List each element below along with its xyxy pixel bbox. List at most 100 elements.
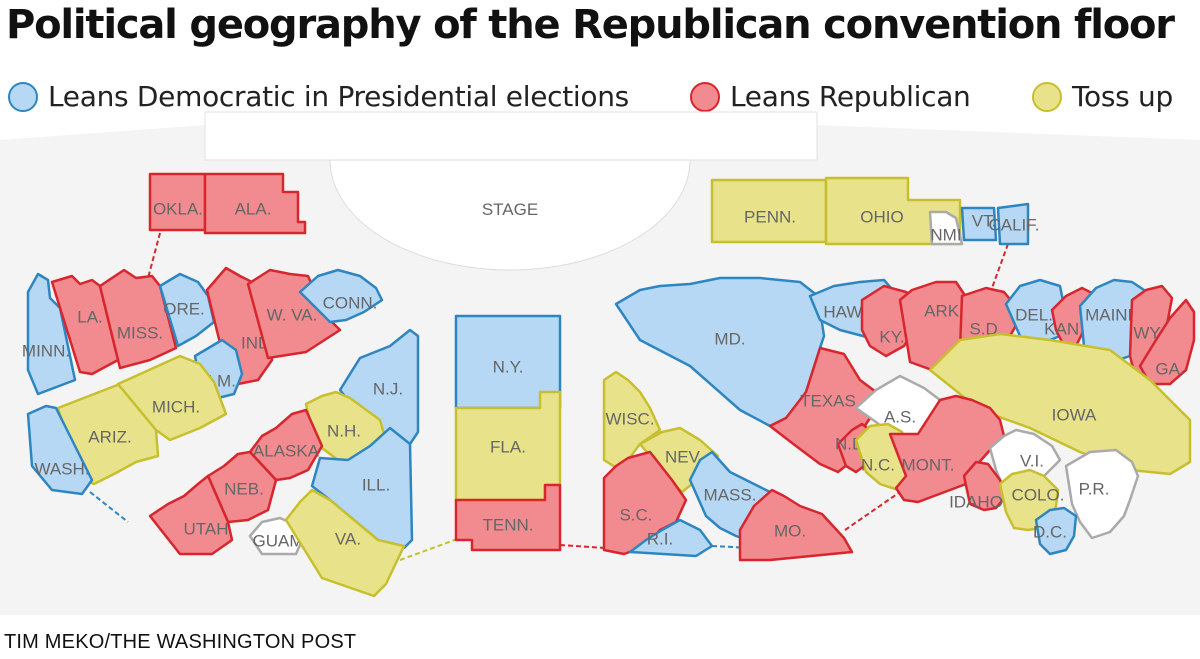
delegation-label-ohio: OHIO bbox=[860, 207, 903, 226]
legend-label-toss-up: Toss up bbox=[1072, 80, 1173, 113]
delegation-mich: MICH. bbox=[116, 354, 228, 442]
delegation-label-okla: OKLA. bbox=[153, 199, 203, 218]
delegation-label-nev: NEV. bbox=[665, 447, 703, 466]
delegation-block-d-c bbox=[1034, 506, 1078, 556]
delegation-label-tenn: TENN. bbox=[483, 515, 534, 534]
delegation-label-d-c: D.C. bbox=[1033, 522, 1067, 541]
delegation-label-iowa: IOWA bbox=[1052, 405, 1097, 424]
delegation-block-mo bbox=[738, 488, 854, 562]
delegation-block-ga bbox=[1138, 298, 1196, 386]
delegation-okla: OKLA. bbox=[148, 172, 207, 232]
delegation-ala: ALA. bbox=[203, 172, 307, 235]
delegation-tenn: TENN. bbox=[454, 483, 562, 552]
delegation-block-iowa bbox=[928, 332, 1192, 476]
delegation-ohio: OHIO bbox=[824, 176, 962, 246]
delegation-alaska: ALASKA bbox=[248, 408, 324, 482]
delegation-nmi: NMI bbox=[928, 210, 964, 246]
delegation-label-ala: ALA. bbox=[235, 199, 272, 218]
delegation-n-j: N.J. bbox=[338, 328, 420, 446]
delegation-block-r-i bbox=[628, 518, 714, 558]
legend-label-democratic: Leans Democratic in Presidential electio… bbox=[48, 80, 629, 113]
delegation-label-n-c: N.C. bbox=[861, 455, 895, 474]
legend-swatch-republican bbox=[690, 81, 720, 112]
delegation-s-c: S.C. bbox=[602, 450, 688, 556]
delegation-label-s-c: S.C. bbox=[619, 505, 652, 524]
delegation-label-ore: ORE. bbox=[163, 299, 205, 318]
delegation-label-ga: GA. bbox=[1155, 359, 1184, 378]
delegation-label-minn: MINN. bbox=[22, 341, 70, 360]
delegation-label-mont: MONT. bbox=[902, 455, 955, 474]
delegation-label-w-va: W. VA. bbox=[267, 305, 318, 324]
delegation-label-wisc: WISC. bbox=[605, 409, 654, 428]
delegation-ariz: ARIZ. bbox=[56, 382, 160, 486]
stage-label: STAGE bbox=[482, 200, 538, 219]
delegation-block-alaska bbox=[248, 408, 324, 482]
delegation-label-penn: PENN. bbox=[744, 207, 796, 226]
delegation-block-vt bbox=[960, 206, 998, 242]
delegation-label-md: MD. bbox=[714, 329, 745, 348]
delegation-label-p-r: P.R. bbox=[1079, 479, 1110, 498]
delegation-label-ill: ILL. bbox=[362, 475, 390, 494]
legend-swatch-democratic bbox=[8, 81, 38, 112]
legend-item-democratic: Leans Democratic in Presidential electio… bbox=[8, 80, 629, 113]
delegation-label-mass: MASS. bbox=[704, 485, 757, 504]
legend-swatch-toss-up bbox=[1032, 81, 1062, 112]
delegation-ga: GA. bbox=[1138, 298, 1196, 386]
delegation-label-nmi: NMI bbox=[930, 225, 961, 244]
delegation-vt: VT. bbox=[960, 206, 998, 242]
delegation-idaho: IDAHO bbox=[949, 460, 1008, 511]
delegation-block-utah bbox=[148, 474, 234, 556]
stage-apron bbox=[329, 159, 691, 271]
delegation-d-c: D.C. bbox=[1033, 506, 1078, 556]
delegation-va: VA. bbox=[284, 488, 406, 598]
delegation-label-ky: KY. bbox=[879, 327, 904, 346]
delegation-r-i: R.I. bbox=[628, 518, 714, 558]
delegation-label-va: VA. bbox=[335, 529, 361, 548]
delegation-label-alaska: ALASKA bbox=[253, 441, 320, 460]
connector-okla bbox=[146, 232, 161, 283]
delegation-label-mich: MICH. bbox=[152, 397, 200, 416]
delegation-label-ark: ARK. bbox=[924, 301, 964, 320]
delegation-mo: MO. bbox=[738, 488, 854, 562]
delegation-label-r-i: R.I. bbox=[647, 529, 673, 548]
connector-mo bbox=[844, 491, 901, 531]
delegation-fla: FLA. bbox=[454, 390, 562, 502]
connector-wash bbox=[89, 491, 129, 523]
legend: Leans Democratic in Presidential electio… bbox=[0, 80, 1200, 120]
delegation-label-calif: CALIF. bbox=[988, 215, 1039, 234]
delegation-utah: UTAH bbox=[148, 474, 234, 556]
delegation-n-y: N.Y. bbox=[454, 314, 562, 410]
delegation-label-guam: GUAM bbox=[253, 531, 304, 550]
delegation-label-maine: MAINE bbox=[1085, 305, 1139, 324]
delegation-block-va bbox=[284, 488, 406, 598]
delegation-block-ala bbox=[203, 172, 307, 235]
delegation-label-idaho: IDAHO bbox=[949, 492, 1003, 511]
delegations: OKLA. ALA.MINN.LA.MISS.ORE.IND.W. VA.CONN… bbox=[22, 172, 1196, 598]
delegation-block-ohio bbox=[824, 176, 962, 246]
delegation-label-n-y: N.Y. bbox=[493, 357, 524, 376]
delegation-label-neb: NEB. bbox=[224, 479, 264, 498]
delegation-conn: CONN. bbox=[298, 268, 384, 324]
delegation-block-s-c bbox=[602, 450, 688, 556]
delegation-calif: CALIF. bbox=[988, 202, 1040, 246]
delegation-label-n-h: N.H. bbox=[327, 421, 361, 440]
delegation-label-ariz: ARIZ. bbox=[88, 427, 131, 446]
delegation-mont: MONT. bbox=[888, 394, 1006, 504]
delegation-label-a-s: A.S. bbox=[884, 407, 916, 426]
delegation-label-mo: MO. bbox=[774, 521, 806, 540]
delegation-wisc: WISC. bbox=[602, 370, 662, 472]
delegation-label-wash: WASH. bbox=[34, 459, 89, 478]
delegation-block-tenn bbox=[454, 483, 562, 552]
delegation-block-calif bbox=[996, 202, 1030, 246]
delegation-block-p-r bbox=[1064, 448, 1140, 540]
delegation-label-vt: VT. bbox=[972, 211, 997, 230]
delegation-block-conn bbox=[298, 268, 384, 324]
delegation-md: MD. bbox=[614, 276, 826, 428]
delegation-label-v-i: V.I. bbox=[1020, 451, 1044, 470]
legend-item-toss-up: Toss up bbox=[1032, 80, 1173, 113]
legend-item-republican: Leans Republican bbox=[690, 80, 971, 113]
connector-va bbox=[399, 537, 461, 561]
delegation-block-mont bbox=[888, 394, 1006, 504]
delegation-label-texas: TEXAS bbox=[800, 391, 856, 410]
